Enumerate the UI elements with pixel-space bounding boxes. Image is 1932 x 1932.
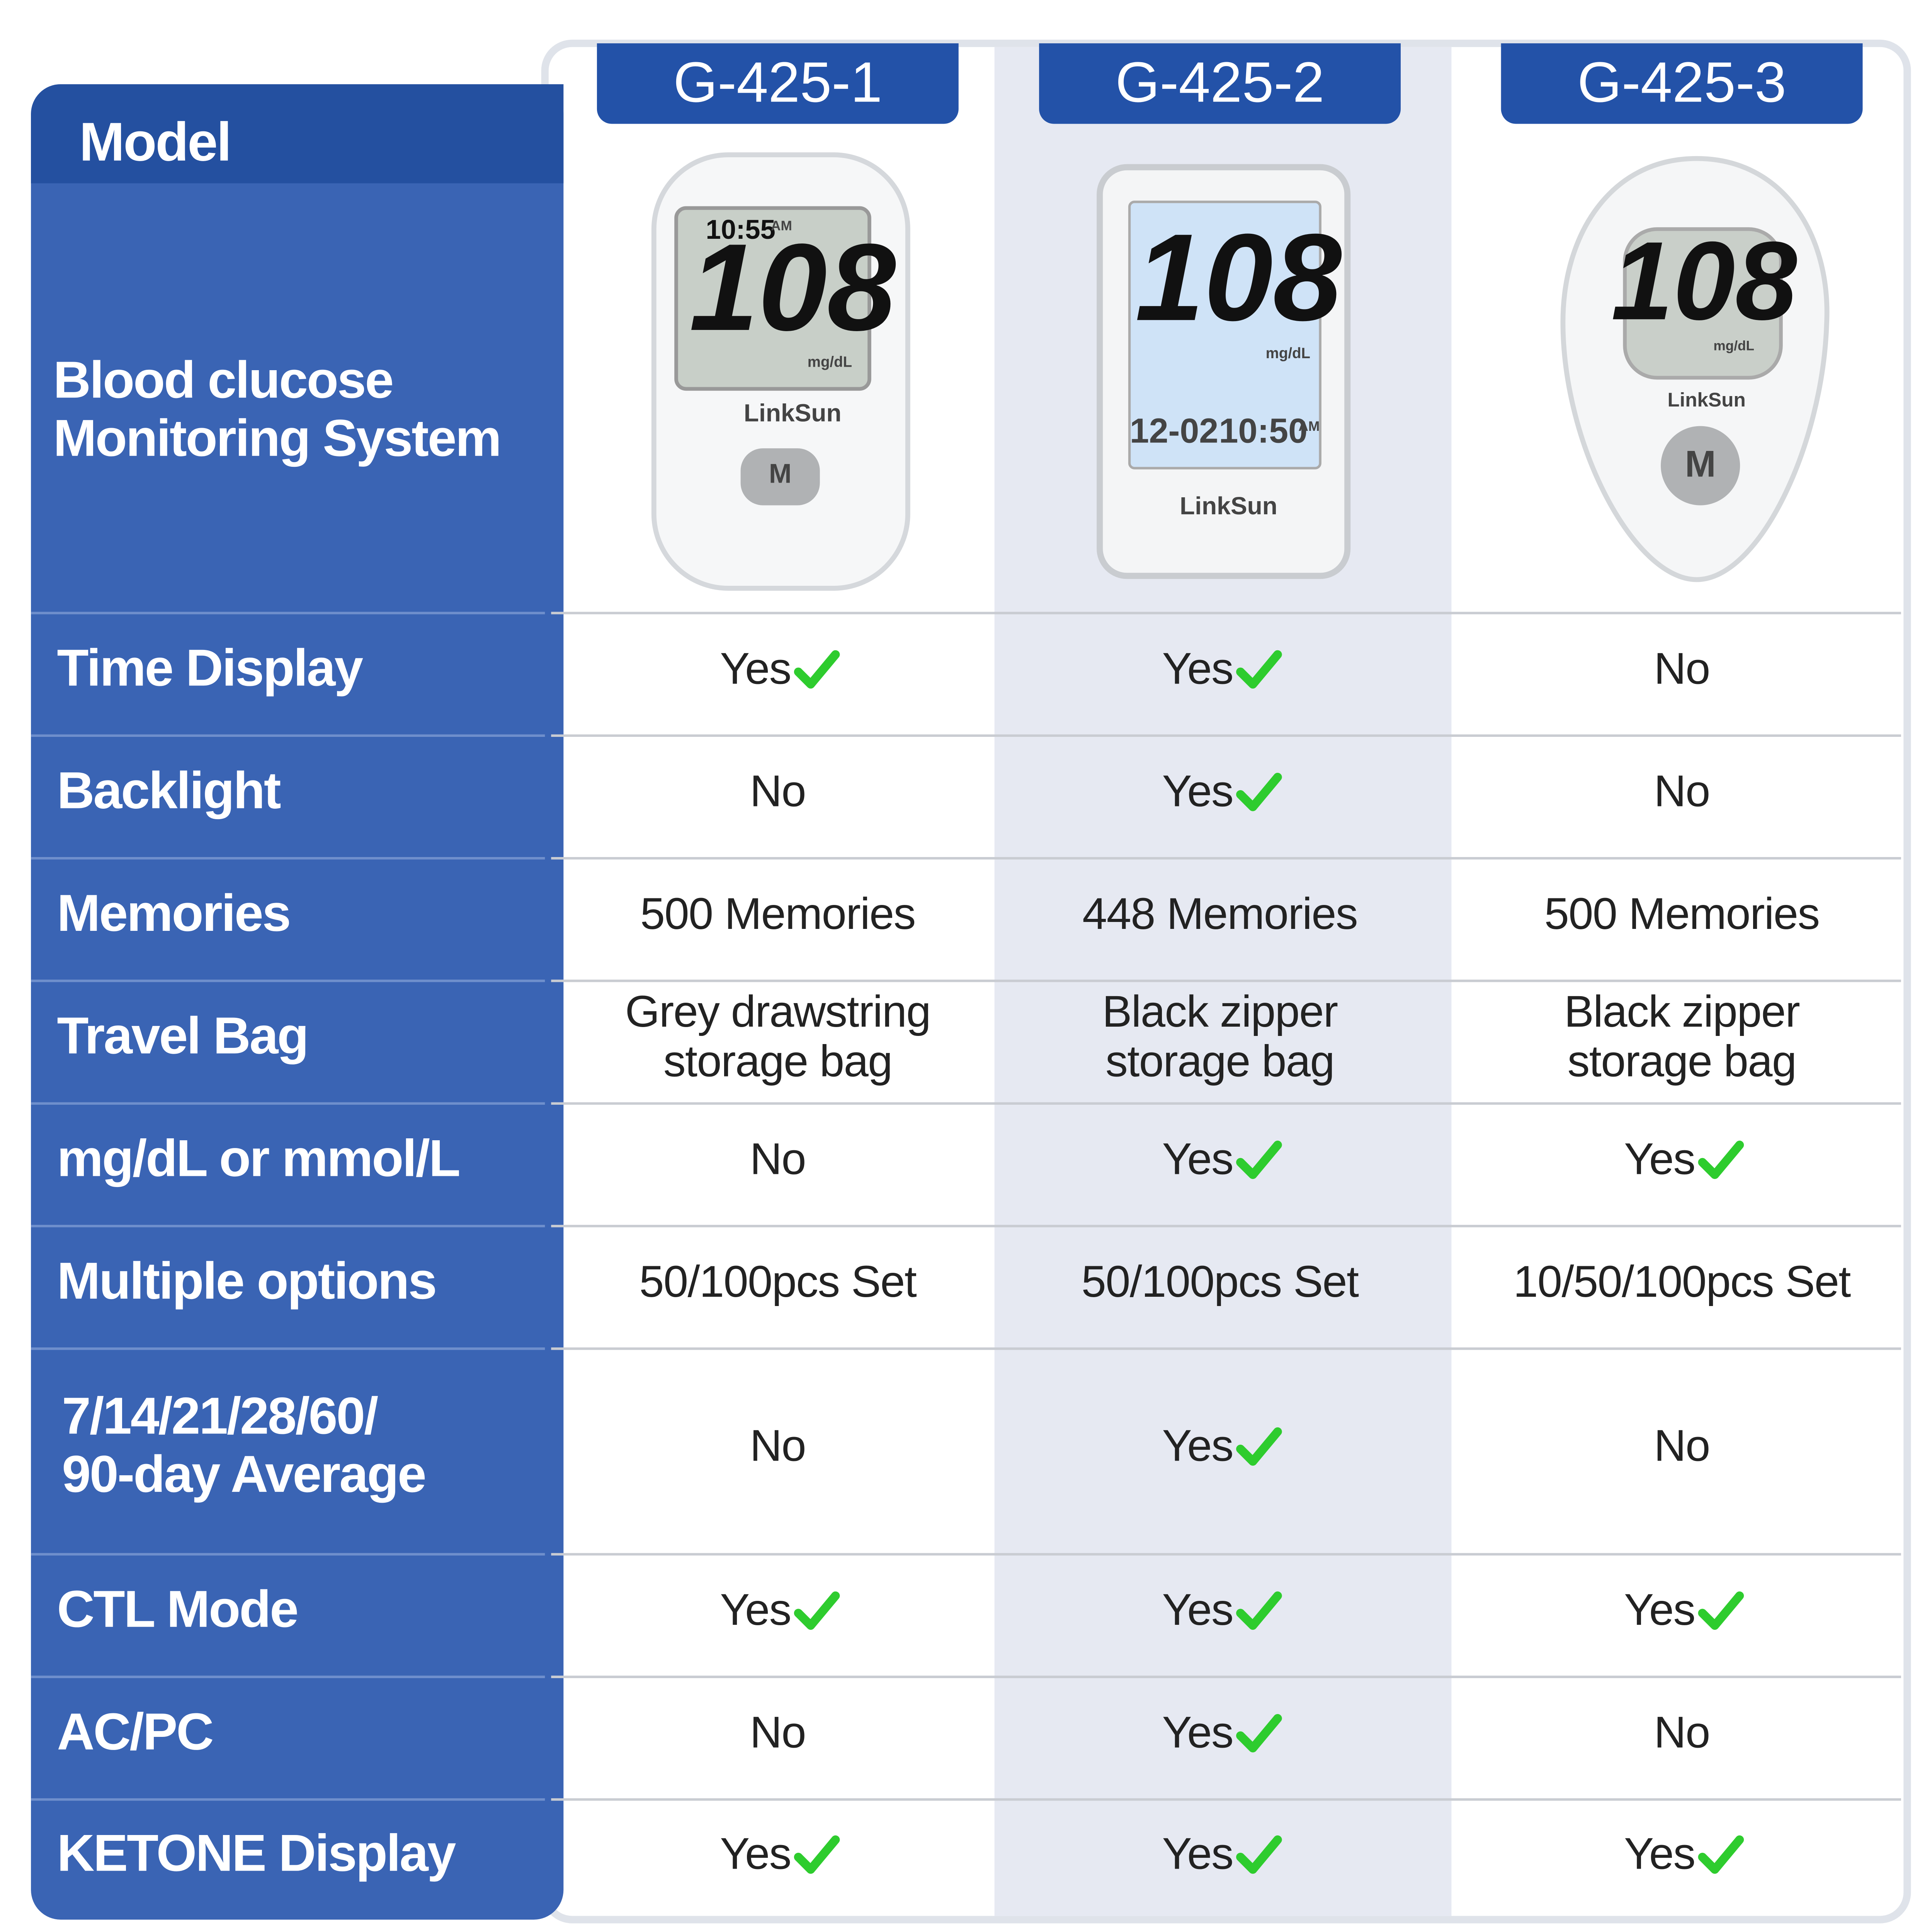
cell-text: Yes — [1162, 767, 1233, 816]
cell-text: No — [750, 1134, 806, 1184]
cell-text: Yes — [1162, 644, 1233, 693]
row-label: mg/dL or mmol/L — [57, 1129, 459, 1187]
product-label: Blood clucose — [53, 350, 393, 409]
row-label: Backlight — [57, 761, 281, 820]
cell-text: 10/50/100pcs Set — [1513, 1257, 1851, 1306]
cell-text: storage bag — [1568, 1036, 1796, 1086]
check-icon — [1236, 1140, 1282, 1179]
label-panel — [31, 84, 564, 1920]
check-icon — [1236, 650, 1282, 689]
cell-text: 500 Memories — [640, 889, 915, 939]
model-name: G-425-1 — [673, 51, 882, 114]
cell-text: No — [750, 1421, 806, 1470]
model-name: G-425-3 — [1577, 51, 1786, 114]
device-text: 108 — [1135, 208, 1343, 346]
cell-text: Yes — [1162, 1829, 1233, 1879]
row-label: 7/14/21/28/60/ — [62, 1386, 378, 1445]
row-label: KETONE Display — [57, 1824, 456, 1882]
cell-text: 500 Memories — [1544, 889, 1820, 939]
device-text: mg/dL — [1266, 345, 1310, 362]
cell-text: No — [750, 767, 806, 816]
check-icon — [1236, 1835, 1282, 1874]
row-label: Time Display — [57, 638, 363, 697]
model-tab — [597, 43, 959, 124]
row-label: Travel Bag — [57, 1006, 308, 1065]
corner-header — [31, 84, 564, 184]
cell-text: No — [1654, 767, 1709, 816]
cell-text: Yes — [1162, 1708, 1233, 1757]
cell-text: 50/100pcs Set — [1082, 1257, 1359, 1306]
cell-text: Yes — [720, 1829, 791, 1879]
check-icon — [1236, 773, 1282, 811]
check-icon — [1236, 1591, 1282, 1630]
check-icon — [1236, 1714, 1282, 1753]
cell-text: No — [1654, 1708, 1709, 1757]
cell-text: Black zipper — [1102, 987, 1337, 1036]
device-text: M — [1685, 444, 1716, 485]
cell-text: No — [1654, 1421, 1709, 1470]
device-text: 108 — [689, 218, 897, 356]
device-text: AM — [1298, 419, 1320, 434]
cell-text: Grey drawstring — [625, 987, 930, 1036]
cell-text: Yes — [1624, 1134, 1695, 1184]
cell-text: Yes — [1162, 1421, 1233, 1470]
device-button — [1661, 426, 1740, 505]
check-icon — [794, 1591, 840, 1630]
device-text: LinkSun — [1180, 492, 1277, 520]
model-tab — [1039, 43, 1401, 124]
cell-text: Yes — [1624, 1585, 1695, 1634]
corner-label: Model — [79, 111, 230, 172]
check-icon — [1698, 1140, 1744, 1179]
device-button — [740, 448, 820, 505]
check-icon — [1236, 1427, 1282, 1466]
device-text: AM — [771, 218, 792, 233]
cell-text: Yes — [720, 644, 791, 693]
cell-text: Yes — [720, 1585, 791, 1634]
device-text: 10:50 — [1219, 412, 1308, 450]
cell-text: No — [750, 1708, 806, 1757]
row-label: Multiple options — [57, 1252, 436, 1310]
row-label: AC/PC — [57, 1702, 213, 1761]
row-label: CTL Mode — [57, 1580, 297, 1638]
cell-text: Black zipper — [1564, 987, 1799, 1036]
device-text: mg/dL — [808, 354, 852, 370]
device-screen — [1623, 227, 1783, 380]
row-label: Memories — [57, 884, 290, 942]
device-text: LinkSun — [744, 399, 842, 427]
device-screen — [674, 206, 871, 391]
device-screen — [1128, 201, 1321, 469]
device-text: M — [769, 458, 792, 488]
cell-text: No — [1654, 644, 1709, 693]
cell-text: 448 Memories — [1082, 889, 1357, 939]
device-text: 108 — [1611, 219, 1798, 343]
cell-text: Yes — [1162, 1585, 1233, 1634]
model-tab — [1501, 43, 1863, 124]
cell-text: Yes — [1162, 1134, 1233, 1184]
model-name: G-425-2 — [1116, 51, 1325, 114]
cell-text: 50/100pcs Set — [639, 1257, 917, 1306]
device-text: 12-02 — [1130, 412, 1219, 450]
device-text: 10:55 — [706, 214, 776, 245]
row-label: 90-day Average — [62, 1445, 425, 1503]
check-icon — [1698, 1835, 1744, 1874]
check-icon — [794, 1835, 840, 1874]
product-label: Monitoring System — [53, 409, 500, 467]
device-text: mg/dL — [1713, 338, 1754, 354]
device-text: LinkSun — [1668, 389, 1746, 411]
cell-text: storage bag — [663, 1036, 892, 1086]
cell-text: storage bag — [1105, 1036, 1334, 1086]
check-icon — [794, 650, 840, 689]
check-icon — [1698, 1591, 1744, 1630]
cell-text: Yes — [1624, 1829, 1695, 1879]
